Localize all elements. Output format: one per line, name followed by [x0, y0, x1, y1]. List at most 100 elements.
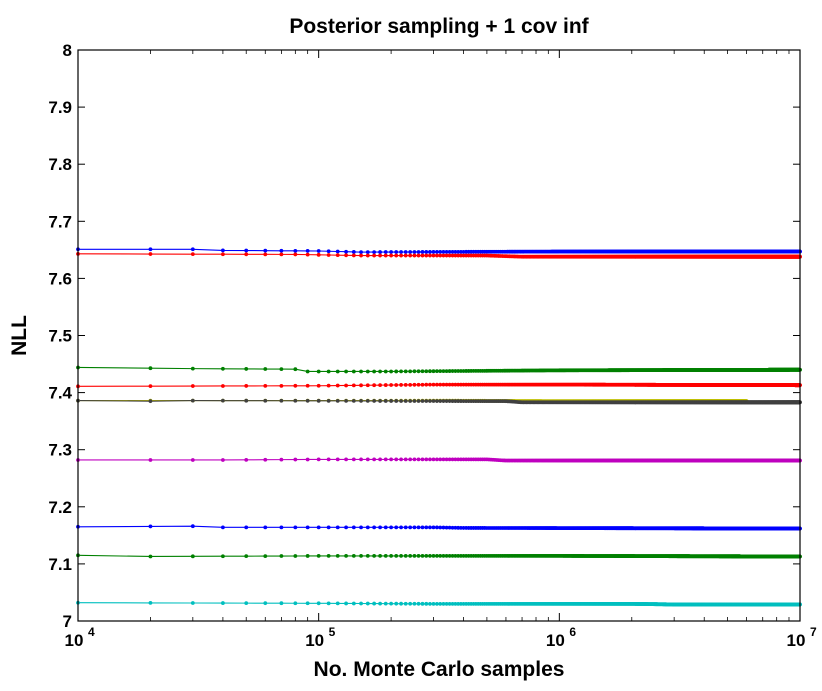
data-point [435, 369, 439, 374]
data-point [403, 369, 408, 374]
data-point [416, 253, 421, 258]
data-point [428, 250, 432, 254]
data-point [293, 367, 298, 372]
data-point [263, 398, 268, 403]
data-point [431, 253, 436, 258]
data-point [326, 398, 331, 403]
data-point [420, 382, 425, 387]
data-point [293, 383, 298, 388]
data-point [335, 249, 340, 254]
data-point [428, 399, 432, 403]
data-point [435, 250, 439, 254]
data-point [244, 367, 249, 371]
data-point [359, 253, 363, 258]
data-point [403, 399, 408, 403]
data-point [351, 383, 356, 388]
data-point [428, 253, 432, 258]
data-point [431, 382, 436, 387]
data-point [316, 252, 321, 257]
data-point [403, 382, 408, 387]
data-point [221, 398, 225, 403]
data-point [408, 382, 413, 387]
data-point [190, 398, 195, 403]
data-point [359, 369, 363, 374]
data-point [459, 249, 463, 254]
data-point [372, 253, 377, 258]
data-point [441, 253, 446, 258]
data-point [279, 398, 284, 403]
data-point [344, 249, 348, 254]
data-point [389, 369, 394, 374]
series-markers-3 [76, 365, 802, 374]
data-point [403, 250, 408, 254]
series-lines [77, 248, 800, 605]
data-point [305, 252, 310, 257]
data-point [244, 248, 249, 253]
data-point [351, 250, 356, 254]
data-point [424, 250, 429, 254]
data-point [372, 383, 377, 388]
data-point [456, 249, 461, 254]
data-point [148, 399, 153, 404]
data-point [148, 252, 153, 256]
data-point [221, 384, 225, 388]
data-point [359, 399, 363, 403]
data-point [372, 369, 377, 374]
data-point [279, 252, 284, 257]
data-point [412, 253, 417, 258]
data-point [344, 369, 348, 374]
data-point [399, 369, 403, 374]
data-point [148, 366, 153, 371]
data-point [279, 367, 284, 372]
data-point [190, 247, 195, 252]
data-point [335, 398, 340, 403]
data-point [389, 383, 394, 387]
data-point [412, 399, 417, 403]
data-point [326, 253, 331, 257]
series-markers-1 [76, 247, 802, 255]
data-point [459, 253, 463, 258]
data-point [420, 369, 425, 374]
data-point [148, 247, 153, 252]
data-point [438, 250, 443, 254]
data-point [335, 253, 340, 258]
data-point [383, 383, 388, 387]
data-point [389, 253, 394, 258]
data-point [431, 399, 436, 403]
data-point [389, 250, 394, 254]
data-point [412, 382, 417, 387]
data-point [344, 253, 348, 258]
data-point [378, 383, 382, 388]
data-point [456, 253, 461, 258]
data-point [420, 250, 425, 254]
data-point [450, 249, 455, 254]
data-point [420, 399, 425, 403]
data-point [378, 250, 382, 254]
data-point [399, 253, 403, 258]
data-point [335, 369, 340, 374]
data-point [378, 369, 382, 374]
data-point [221, 252, 225, 257]
data-point [344, 383, 348, 388]
data-point [344, 398, 348, 403]
data-point [365, 369, 370, 374]
data-point [316, 398, 321, 403]
data-point [316, 249, 321, 253]
data-point [431, 250, 436, 254]
data-point [453, 249, 458, 254]
data-point [412, 250, 417, 254]
data-point [190, 384, 195, 388]
data-point [435, 253, 439, 258]
data-point [365, 253, 370, 258]
data-point [293, 252, 298, 257]
data-point [279, 383, 284, 388]
data-point [305, 398, 310, 403]
data-point [293, 398, 298, 403]
data-point [431, 369, 436, 374]
data-point [335, 383, 340, 388]
data-point [372, 399, 377, 403]
data-point [444, 249, 449, 254]
data-point [383, 250, 388, 254]
data-point [190, 252, 195, 257]
data-point [394, 383, 399, 387]
